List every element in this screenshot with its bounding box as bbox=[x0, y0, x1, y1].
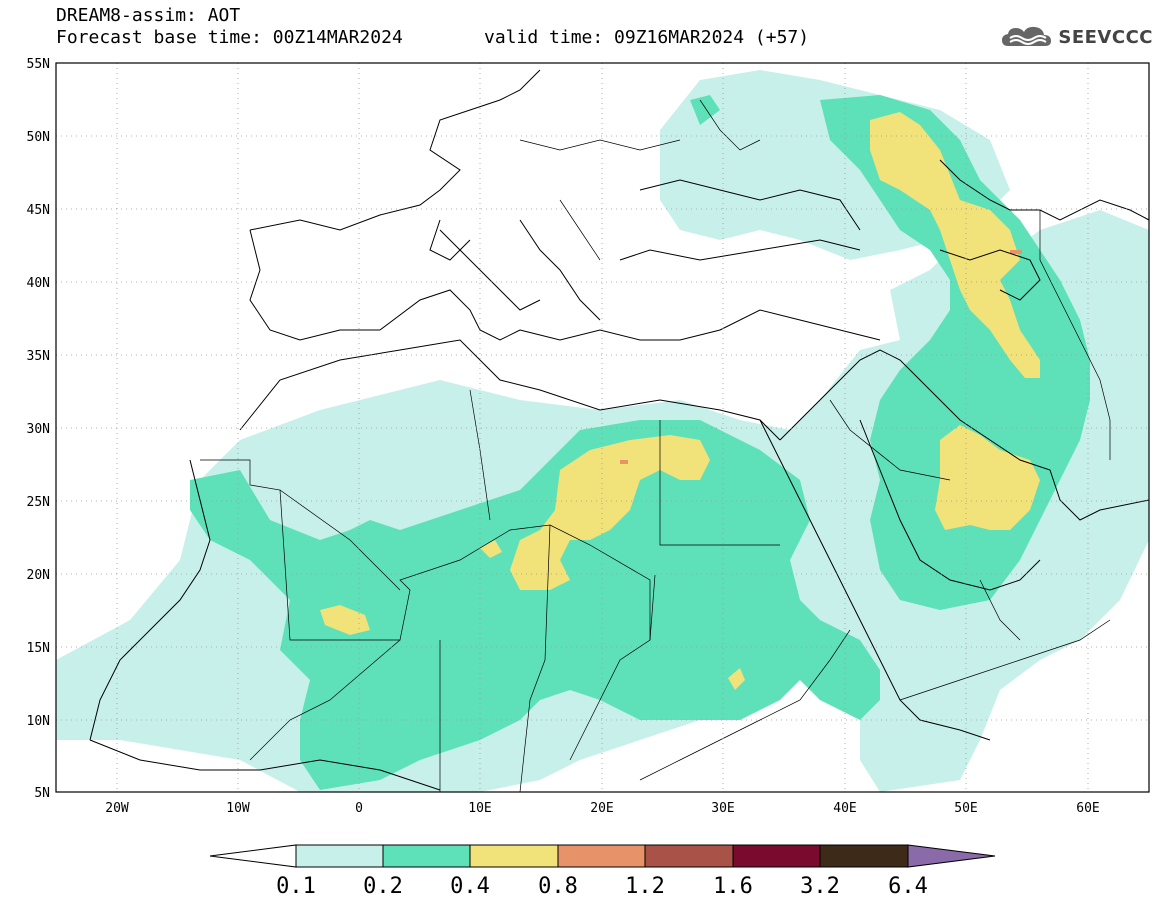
colorbar-label: 3.2 bbox=[800, 874, 840, 899]
colorbar-segment bbox=[469, 844, 559, 868]
colorbar-label: 6.4 bbox=[888, 874, 928, 899]
map-title: DREAM8-assim: AOT bbox=[56, 5, 241, 26]
lon-label: 60E bbox=[1076, 801, 1099, 816]
lon-label: 10W bbox=[226, 801, 250, 816]
aot-layer-0-8 bbox=[620, 250, 1022, 464]
lat-label: 25N bbox=[27, 495, 50, 510]
lon-label: 20E bbox=[590, 801, 613, 816]
valid-time: valid time: 09Z16MAR2024 (+57) bbox=[484, 27, 810, 48]
colorbar-labels: 0.1 0.2 0.4 0.8 1.2 1.6 3.2 6.4 bbox=[276, 874, 928, 899]
colorbar-label: 1.6 bbox=[713, 874, 753, 899]
lat-label: 15N bbox=[27, 641, 50, 656]
lon-label: 50E bbox=[954, 801, 977, 816]
lon-label: 40E bbox=[833, 801, 856, 816]
lat-label: 10N bbox=[27, 714, 50, 729]
lat-label: 45N bbox=[27, 203, 50, 218]
country-borders bbox=[200, 99, 1111, 792]
colorbar-label: 0.4 bbox=[450, 874, 490, 899]
forecast-base-time: Forecast base time: 00Z14MAR2024 bbox=[56, 27, 403, 48]
colorbar-high-arrow bbox=[907, 844, 996, 868]
colorbar-segment bbox=[732, 844, 821, 868]
lat-label: 20N bbox=[27, 568, 50, 583]
lat-label: 5N bbox=[34, 786, 50, 801]
lon-label: 10E bbox=[468, 801, 491, 816]
lat-label: 30N bbox=[27, 422, 50, 437]
colorbar bbox=[209, 844, 996, 868]
map-frame bbox=[55, 62, 1150, 793]
colorbar-segment bbox=[382, 844, 471, 868]
colorbar-low-arrow bbox=[209, 844, 297, 868]
lon-label: 0 bbox=[355, 801, 363, 816]
colorbar-label: 0.2 bbox=[363, 874, 403, 899]
colorbar-label: 1.2 bbox=[625, 874, 665, 899]
colorbar-label: 0.1 bbox=[276, 874, 316, 899]
colorbar-segment bbox=[557, 844, 646, 868]
lon-labels: 20W 10W 0 10E 20E 30E 40E 50E 60E bbox=[105, 801, 1099, 816]
lat-label: 50N bbox=[27, 130, 50, 145]
lon-label: 30E bbox=[711, 801, 734, 816]
colorbar-label: 0.8 bbox=[538, 874, 578, 899]
colorbar-segment bbox=[295, 844, 384, 868]
aot-layer-0-4 bbox=[320, 112, 1040, 690]
logo: SEEVCCC bbox=[1000, 24, 1153, 50]
lat-label: 55N bbox=[27, 57, 50, 72]
lat-label: 40N bbox=[27, 276, 50, 291]
lat-label: 35N bbox=[27, 349, 50, 364]
lon-label: 20W bbox=[105, 801, 129, 816]
lat-labels: 55N 50N 45N 40N 35N 30N 25N 20N 15N 10N … bbox=[27, 57, 50, 801]
logo-text: SEEVCCC bbox=[1058, 26, 1153, 48]
colorbar-segment bbox=[644, 844, 734, 868]
cloud-icon bbox=[1002, 26, 1052, 46]
lat-gridlines bbox=[56, 135, 1149, 721]
colorbar-segment bbox=[819, 844, 909, 868]
